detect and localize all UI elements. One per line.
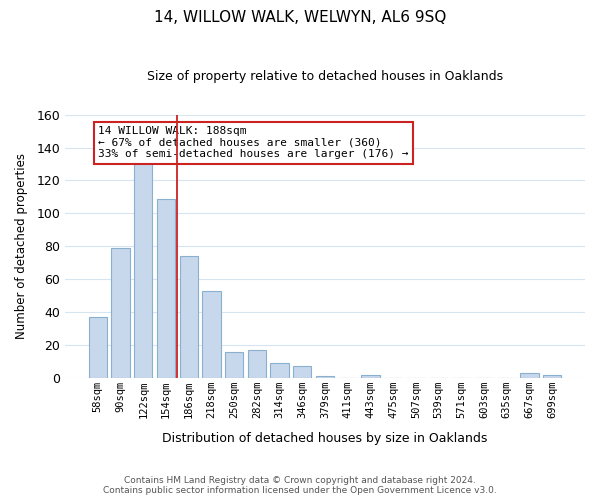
Bar [202, 290, 221, 378]
Bar [293, 366, 311, 378]
Bar [157, 198, 175, 378]
Bar [112, 248, 130, 378]
Bar [271, 363, 289, 378]
Bar [520, 373, 539, 378]
Text: Contains HM Land Registry data © Crown copyright and database right 2024.
Contai: Contains HM Land Registry data © Crown c… [103, 476, 497, 495]
Bar [134, 159, 152, 378]
Bar [316, 376, 334, 378]
X-axis label: Distribution of detached houses by size in Oaklands: Distribution of detached houses by size … [163, 432, 488, 445]
Bar [543, 374, 562, 378]
Bar [89, 317, 107, 378]
Title: Size of property relative to detached houses in Oaklands: Size of property relative to detached ho… [147, 70, 503, 83]
Bar [361, 374, 380, 378]
Y-axis label: Number of detached properties: Number of detached properties [15, 154, 28, 340]
Bar [248, 350, 266, 378]
Bar [179, 256, 198, 378]
Bar [225, 352, 243, 378]
Text: 14, WILLOW WALK, WELWYN, AL6 9SQ: 14, WILLOW WALK, WELWYN, AL6 9SQ [154, 10, 446, 25]
Text: 14 WILLOW WALK: 188sqm
← 67% of detached houses are smaller (360)
33% of semi-de: 14 WILLOW WALK: 188sqm ← 67% of detached… [98, 126, 409, 160]
